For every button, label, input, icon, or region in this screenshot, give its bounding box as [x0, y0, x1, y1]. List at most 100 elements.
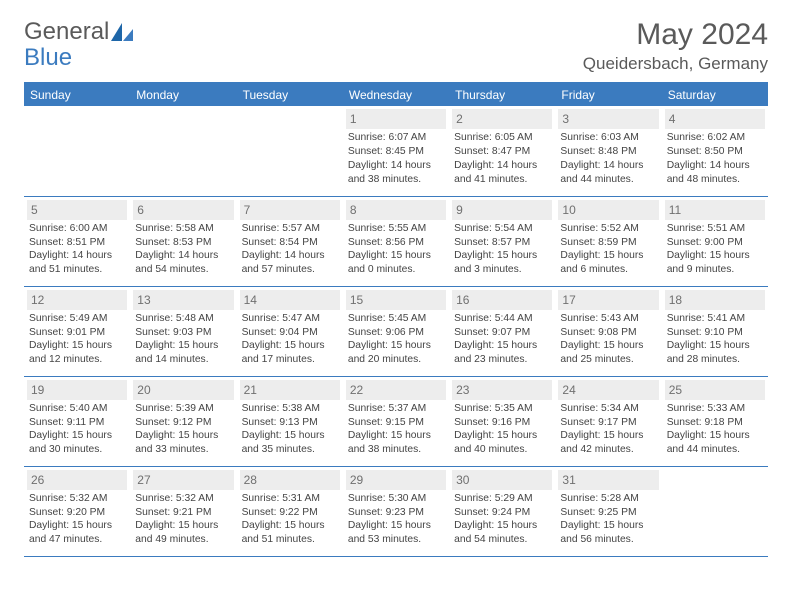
calendar-day-cell: 6 Sunrise: 5:58 AMSunset: 8:53 PMDaylight… [130, 196, 236, 286]
calendar-body: 1 Sunrise: 6:07 AMSunset: 8:45 PM Daylight… [24, 106, 768, 556]
daylight-line1: Daylight: 15 hours [27, 429, 127, 443]
sunset-text: Sunset: 9:16 PM [452, 416, 552, 430]
daylight-line1: Daylight: 15 hours [346, 429, 446, 443]
sunset-text: Sunset: 9:15 PM [346, 416, 446, 430]
daylight-line1: Daylight: 15 hours [27, 519, 127, 533]
daylight-line2: and 56 minutes. [558, 533, 658, 547]
day-number: 14 [240, 290, 340, 310]
day-number: 13 [133, 290, 233, 310]
sunset-text: Sunset: 8:54 PM [240, 236, 340, 250]
sunrise-text: Sunrise: 5:43 AM [558, 312, 658, 326]
calendar-week-row: 5Sunrise: 6:00 AMSunset: 8:51 PMDaylight… [24, 196, 768, 286]
calendar-week-row: 19Sunrise: 5:40 AMSunset: 9:11 PMDayligh… [24, 376, 768, 466]
sunset-text: Sunset: 9:11 PM [27, 416, 127, 430]
daylight-line2: and 3 minutes. [452, 263, 552, 277]
sunset-text: Sunset: 9:12 PM [133, 416, 233, 430]
daylight-line2: and 25 minutes. [558, 353, 658, 367]
daylight-line2: and 54 minutes. [133, 263, 233, 277]
sunset-text: Sunset: 8:59 PM [558, 236, 658, 250]
sunrise-text: Sunrise: 5:38 AM [240, 402, 340, 416]
calendar-day-cell: 3Sunrise: 6:03 AMSunset: 8:48 PMDaylight… [555, 106, 661, 196]
sunset-text: Sunset: 8:45 PM [346, 145, 446, 159]
logo: General [24, 18, 133, 46]
daylight-line1: Daylight: 15 hours [240, 339, 340, 353]
day-number: 2 [452, 109, 552, 129]
daylight-line1: Daylight: 14 hours [665, 159, 765, 173]
daylight-line1: Daylight: 15 hours [346, 339, 446, 353]
sunrise-text: Sunrise: 5:48 AM [133, 312, 233, 326]
title-block: May 2024 Queidersbach, Germany [583, 18, 768, 74]
logo-text-blue: Blue [24, 44, 72, 72]
sunrise-text: Sunrise: 5:34 AM [558, 402, 658, 416]
sunrise-text: Sunrise: 5:54 AM [452, 222, 552, 236]
calendar-day-cell: 24Sunrise: 5:34 AMSunset: 9:17 PMDayligh… [555, 376, 661, 466]
calendar-day-cell [237, 106, 343, 196]
day-number: 1 [346, 109, 446, 129]
calendar-day-cell: 29Sunrise: 5:30 AMSunset: 9:23 PMDayligh… [343, 466, 449, 556]
daylight-line2: and 20 minutes. [346, 353, 446, 367]
sunrise-text: Sunrise: 5:49 AM [27, 312, 127, 326]
day-number: 3 [558, 109, 658, 129]
daylight-line1: Daylight: 15 hours [665, 249, 765, 263]
daylight-line2: and 28 minutes. [665, 353, 765, 367]
daylight-line1: Daylight: 15 hours [346, 519, 446, 533]
daylight-line1: Daylight: 14 hours [27, 249, 127, 263]
daylight-line1: Daylight: 14 hours [558, 159, 658, 173]
daylight-line1: Daylight: 15 hours [665, 339, 765, 353]
sunset-text: Sunset: 8:50 PM [665, 145, 765, 159]
day-number: 15 [346, 290, 446, 310]
daylight-line2: and 30 minutes. [27, 443, 127, 457]
day-number: 7 [240, 200, 340, 220]
daylight-line2: and 40 minutes. [452, 443, 552, 457]
month-title: May 2024 [583, 18, 768, 52]
weekday-header: Sunday [24, 83, 130, 106]
daylight-line2: and 44 minutes. [665, 443, 765, 457]
daylight-line1: Daylight: 15 hours [452, 339, 552, 353]
daylight-line2: and 51 minutes. [27, 263, 127, 277]
calendar-table: SundayMondayTuesdayWednesdayThursdayFrid… [24, 82, 768, 557]
sunrise-text: Sunrise: 6:07 AM [346, 131, 446, 145]
daylight-line2: and 23 minutes. [452, 353, 552, 367]
calendar-day-cell: 28Sunrise: 5:31 AMSunset: 9:22 PMDayligh… [237, 466, 343, 556]
calendar-day-cell: 20Sunrise: 5:39 AMSunset: 9:12 PMDayligh… [130, 376, 236, 466]
daylight-line1: Daylight: 14 hours [240, 249, 340, 263]
daylight-line2: and 9 minutes. [665, 263, 765, 277]
calendar-day-cell [130, 106, 236, 196]
sunset-text: Sunset: 8:48 PM [558, 145, 658, 159]
sunrise-text: Sunrise: 5:37 AM [346, 402, 446, 416]
header: General May 2024 Queidersbach, Germany [24, 18, 768, 74]
calendar-day-cell: 27Sunrise: 5:32 AMSunset: 9:21 PMDayligh… [130, 466, 236, 556]
daylight-line1: Daylight: 15 hours [346, 249, 446, 263]
daylight-line2: and 14 minutes. [133, 353, 233, 367]
day-number: 6 [133, 200, 233, 220]
daylight-line2: and 12 minutes. [27, 353, 127, 367]
sunrise-text: Sunrise: 5:58 AM [133, 222, 233, 236]
daylight-line1: Daylight: 15 hours [558, 429, 658, 443]
calendar-day-cell: 5Sunrise: 6:00 AMSunset: 8:51 PMDaylight… [24, 196, 130, 286]
day-number: 8 [346, 200, 446, 220]
location: Queidersbach, Germany [583, 54, 768, 74]
calendar-day-cell: 2Sunrise: 6:05 AMSunset: 8:47 PMDaylight… [449, 106, 555, 196]
day-number: 11 [665, 200, 765, 220]
calendar-day-cell [24, 106, 130, 196]
calendar-day-cell: 7Sunrise: 5:57 AMSunset: 8:54 PMDaylight… [237, 196, 343, 286]
daylight-line1: Daylight: 15 hours [558, 339, 658, 353]
daylight-line2: and 42 minutes. [558, 443, 658, 457]
calendar-day-cell: 21Sunrise: 5:38 AMSunset: 9:13 PMDayligh… [237, 376, 343, 466]
daylight-line2: and 38 minutes. [346, 173, 446, 187]
daylight-line1: Daylight: 15 hours [27, 339, 127, 353]
sunset-text: Sunset: 8:53 PM [133, 236, 233, 250]
daylight-line2: and 33 minutes. [133, 443, 233, 457]
daylight-line1: Daylight: 15 hours [452, 249, 552, 263]
daylight-line2: and 57 minutes. [240, 263, 340, 277]
daylight-line1: Daylight: 14 hours [133, 249, 233, 263]
sunset-text: Sunset: 9:08 PM [558, 326, 658, 340]
day-number: 5 [27, 200, 127, 220]
day-number: 18 [665, 290, 765, 310]
daylight-line2: and 48 minutes. [665, 173, 765, 187]
sunrise-text: Sunrise: 6:05 AM [452, 131, 552, 145]
daylight-line2: and 53 minutes. [346, 533, 446, 547]
daylight-line1: Daylight: 15 hours [665, 429, 765, 443]
sunrise-text: Sunrise: 5:44 AM [452, 312, 552, 326]
sunrise-text: Sunrise: 5:28 AM [558, 492, 658, 506]
